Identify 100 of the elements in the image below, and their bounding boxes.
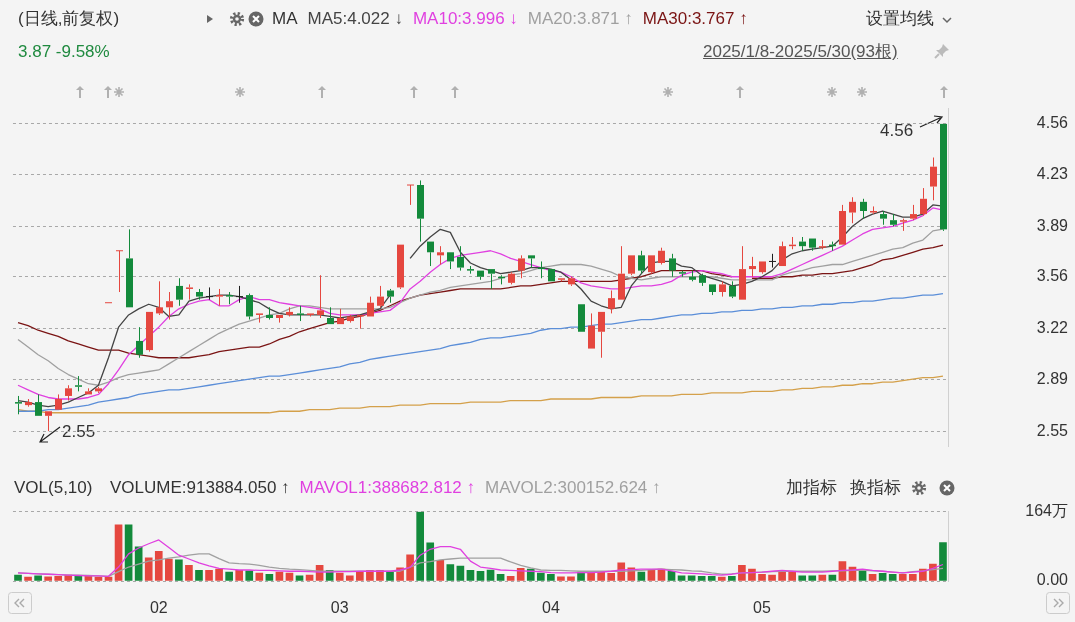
candlestick [648,255,655,275]
candlestick [719,280,726,298]
candlestick [216,288,223,307]
text: MA30:3.767 ↑ [642,9,748,29]
candlestick [25,398,32,408]
x-tick-label: 04 [541,599,560,617]
candlestick [568,276,575,287]
bar [104,576,113,581]
bar [44,576,52,581]
bar [175,559,183,581]
bar [14,574,22,581]
bar [205,570,213,581]
candlestick [447,252,454,270]
bar [164,558,173,581]
candlestick [136,326,143,359]
x-tick-label: 03 [330,599,349,617]
bar [275,571,284,581]
y-tick-label: 0.00 [1036,571,1069,589]
bar [577,571,585,581]
bar [506,576,515,581]
candlestick [839,204,846,245]
candlestick [397,244,404,290]
candlestick [347,314,354,324]
bar [597,571,605,581]
candlestick [488,269,495,290]
bar [335,572,344,581]
bar [526,568,535,581]
bar [255,572,264,581]
bar [144,557,153,581]
candlestick [327,306,334,325]
candlestick [870,205,877,215]
bar [476,570,485,581]
candlestick [196,288,203,301]
text: MA20:3.871 ↑ [527,9,633,29]
text: MA10:3.996 ↓ [412,9,518,29]
candlestick [759,261,766,275]
candlestick [95,386,102,394]
candlestick [768,253,777,269]
candlestick [166,291,173,321]
bar [386,571,394,581]
text: 加指标 [786,478,837,498]
candlestick [15,395,22,415]
bar [788,571,796,581]
candlestick [739,245,746,300]
bar [587,572,595,581]
bar [154,551,163,581]
candlestick [729,280,736,299]
bar [446,564,455,581]
text: 设置均线 [866,9,934,29]
y-tick-label: 2.55 [1036,421,1069,439]
bar [345,575,354,581]
series-label: VOLUME:913884.050 ↑ [110,478,290,498]
candlestick [317,274,324,319]
bar [34,575,42,581]
candlestick [246,293,253,321]
candlestick [205,286,214,301]
candlestick [186,283,193,301]
y-tick-label: 3.89 [1036,216,1069,234]
candlestick [457,245,464,272]
candlestick [860,198,867,220]
y-tick-label: 3.22 [1036,319,1069,337]
y-tick-label: 4.56 [1036,114,1069,132]
bar [366,570,374,581]
candlestick [669,253,676,278]
candlestick [276,314,283,324]
bar [436,559,445,581]
bar [185,565,193,581]
text: MA [272,9,298,29]
candlestick [849,196,856,224]
candlestick [115,250,124,293]
bar [717,576,726,581]
bar [697,576,706,581]
candlestick [477,270,484,281]
candlestick [940,123,947,232]
candlestick [65,384,72,402]
candlestick [658,247,665,266]
bar [567,576,575,581]
candlestick [467,265,474,275]
bar [456,565,465,581]
bar [557,576,565,581]
y-tick-label: 164万 [1025,502,1068,520]
bar [547,573,555,581]
annotation: 2.55 [62,422,96,442]
candlestick [286,306,293,317]
bar [466,570,475,581]
bar [808,575,817,581]
bar [647,569,656,581]
candlestick [598,311,605,359]
x-tick-label: 05 [753,599,771,617]
candlestick [367,296,374,317]
bar [54,576,63,581]
candlestick [900,218,907,232]
candlestick [920,187,927,217]
bar [607,573,616,581]
y-tick-label: 4.23 [1036,164,1069,182]
candlestick [176,277,183,307]
bar [798,575,807,581]
bar [426,542,435,581]
candlestick [55,393,62,410]
candlestick [910,204,917,221]
